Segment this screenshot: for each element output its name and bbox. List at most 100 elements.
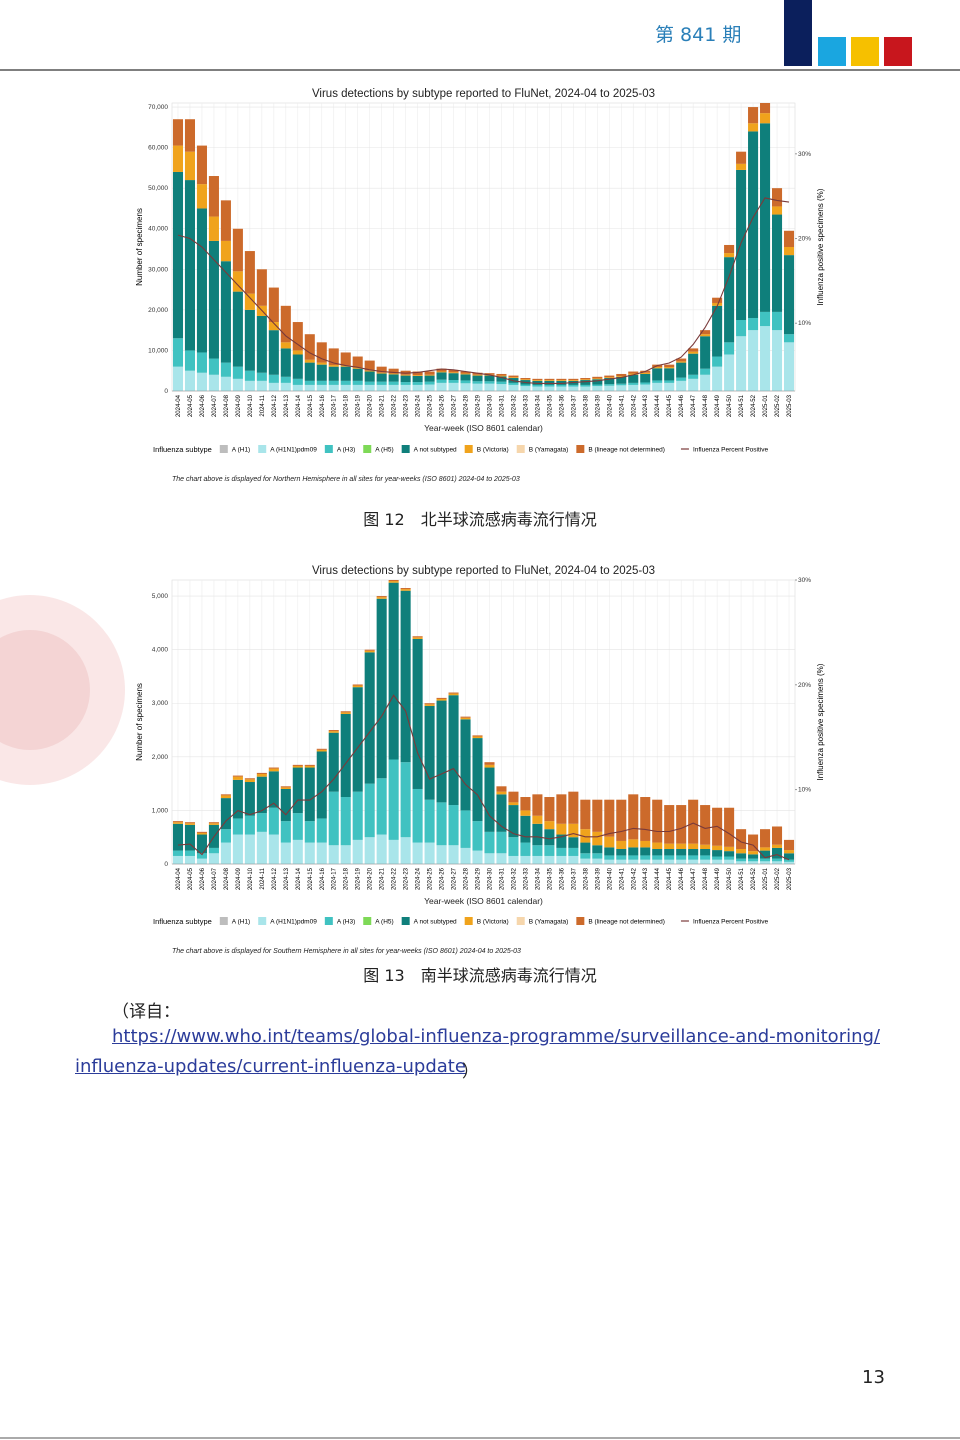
bar-segment xyxy=(568,386,579,391)
bar-segment xyxy=(760,829,771,848)
x-tick-label: 2024-04 xyxy=(176,867,182,890)
bar-segment xyxy=(484,831,495,854)
bar-segment xyxy=(244,370,255,381)
source-link[interactable]: influenza-updates/current-influenza-upda… xyxy=(75,1056,466,1077)
bar-segment xyxy=(592,858,603,864)
bar-segment xyxy=(424,705,435,800)
chart-title: Virus detections by subtype reported to … xyxy=(312,565,655,577)
bar-segment xyxy=(280,842,291,864)
bar-segment xyxy=(400,384,411,391)
bar-segment xyxy=(712,302,723,306)
bar-segment xyxy=(220,200,231,241)
bar-segment xyxy=(628,382,639,385)
bar-segment xyxy=(172,119,184,146)
x-tick-label: 2024-35 xyxy=(547,867,553,890)
x-tick-label: 2024-08 xyxy=(224,867,230,890)
bar-segment xyxy=(724,244,735,254)
y-axis-label: Number of specimens xyxy=(135,683,144,761)
bar-segment xyxy=(508,384,519,391)
bar-segment xyxy=(484,767,495,832)
bar-segment xyxy=(376,372,387,374)
bar-segment xyxy=(352,368,363,381)
bar-segment xyxy=(496,791,507,795)
bar-segment xyxy=(556,380,567,381)
bar-segment xyxy=(724,846,735,852)
bar-segment xyxy=(460,716,471,718)
bar-segment xyxy=(520,855,531,864)
legend-swatch xyxy=(401,445,410,453)
bar-segment xyxy=(676,855,687,860)
bar-segment xyxy=(364,370,375,372)
bar-segment xyxy=(340,380,351,385)
bar-segment xyxy=(220,794,231,796)
bar-segment xyxy=(736,829,747,849)
bar-segment xyxy=(304,764,315,766)
bar-segment xyxy=(376,373,387,382)
bar-segment xyxy=(700,336,711,369)
bar-segment xyxy=(556,794,567,824)
legend-swatch xyxy=(219,445,228,453)
bar-segment xyxy=(520,384,531,387)
bar-segment xyxy=(172,145,184,172)
bar-segment xyxy=(604,859,615,864)
bar-segment xyxy=(628,855,639,860)
bar-segment xyxy=(616,375,627,377)
bar-segment xyxy=(724,851,735,857)
bar-segment xyxy=(340,845,351,864)
bar-segment xyxy=(436,697,447,699)
bar-segment xyxy=(268,322,279,331)
bar-segment xyxy=(316,818,327,843)
x-tick-label: 2024-25 xyxy=(428,867,434,890)
bar-segment xyxy=(628,839,639,848)
x-tick-label: 2024-27 xyxy=(452,867,458,890)
legend-label: A (H1) xyxy=(232,919,250,926)
x-tick-label: 2024-48 xyxy=(703,867,709,890)
bar-segment xyxy=(436,368,447,372)
bar-segment xyxy=(304,359,315,363)
bar-segment xyxy=(244,380,255,391)
bar-segment xyxy=(580,384,591,387)
x-tick-label: 2024-12 xyxy=(272,394,278,417)
bar-segment xyxy=(508,375,519,378)
bar-segment xyxy=(292,322,303,351)
bar-segment xyxy=(232,834,243,864)
bar-segment xyxy=(244,815,255,835)
bar-segment xyxy=(520,797,531,811)
x-tick-label: 2024-48 xyxy=(703,394,709,417)
bar-segment xyxy=(604,375,615,378)
bar-segment xyxy=(664,368,675,381)
bar-segment xyxy=(340,797,351,846)
bar-segment xyxy=(520,386,531,391)
x-tick-label: 2025-02 xyxy=(775,394,781,417)
bar-segment xyxy=(184,119,196,152)
bar-segment xyxy=(352,839,363,864)
x-tick-label: 2024-21 xyxy=(380,394,386,417)
bar-segment xyxy=(640,384,651,391)
x-tick-label: 2024-50 xyxy=(727,394,733,417)
y-tick-label: 50,000 xyxy=(148,185,168,192)
bar-segment xyxy=(771,330,783,391)
x-tick-label: 2024-47 xyxy=(691,394,697,417)
bar-segment xyxy=(376,834,387,864)
bar-segment xyxy=(771,861,783,864)
bar-segment xyxy=(700,368,711,375)
bar-segment xyxy=(172,171,184,339)
legend-label: B (Yamagata) xyxy=(529,447,569,454)
percent-line xyxy=(177,694,790,861)
bar-segment xyxy=(364,371,375,382)
bar-segment xyxy=(172,822,184,824)
y-tick-label: 3,000 xyxy=(152,700,169,707)
bar-segment xyxy=(676,362,687,378)
bar-segment xyxy=(268,771,279,808)
bar-segment xyxy=(232,818,243,835)
bar-segment xyxy=(640,847,651,856)
chart-title: Virus detections by subtype reported to … xyxy=(312,88,655,100)
bar-segment xyxy=(700,330,711,335)
legend-swatch xyxy=(516,917,525,925)
bar-segment xyxy=(532,794,543,816)
source-link[interactable]: https://www.who.int/teams/global-influen… xyxy=(112,1026,880,1047)
x-tick-label: 2024-35 xyxy=(547,394,553,417)
legend-label: A not subtyped xyxy=(414,447,457,454)
y-tick-label: 70,000 xyxy=(148,104,168,111)
